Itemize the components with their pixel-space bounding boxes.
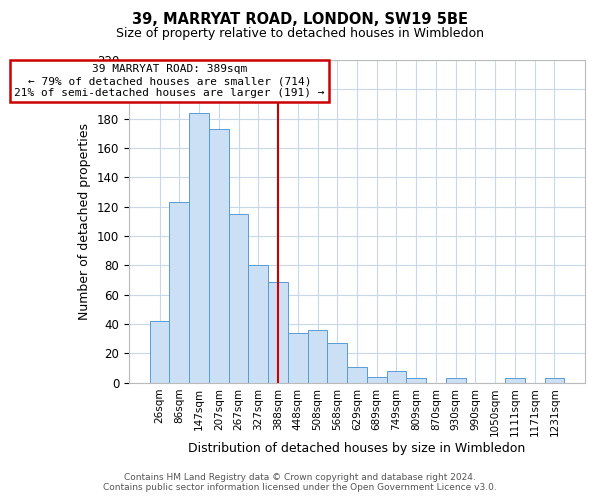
Bar bbox=[406, 378, 426, 383]
Bar bbox=[308, 330, 328, 383]
Bar bbox=[347, 366, 367, 383]
X-axis label: Distribution of detached houses by size in Wimbledon: Distribution of detached houses by size … bbox=[188, 442, 526, 455]
Bar bbox=[288, 333, 308, 383]
Text: Size of property relative to detached houses in Wimbledon: Size of property relative to detached ho… bbox=[116, 28, 484, 40]
Bar bbox=[545, 378, 564, 383]
Bar bbox=[367, 377, 386, 383]
Bar bbox=[268, 282, 288, 383]
Bar bbox=[386, 371, 406, 383]
Text: 39 MARRYAT ROAD: 389sqm
← 79% of detached houses are smaller (714)
21% of semi-d: 39 MARRYAT ROAD: 389sqm ← 79% of detache… bbox=[14, 64, 325, 98]
Y-axis label: Number of detached properties: Number of detached properties bbox=[79, 123, 91, 320]
Bar bbox=[446, 378, 466, 383]
Bar bbox=[328, 343, 347, 383]
Bar bbox=[169, 202, 189, 383]
Bar bbox=[229, 214, 248, 383]
Bar bbox=[209, 129, 229, 383]
Bar bbox=[248, 266, 268, 383]
Bar bbox=[505, 378, 525, 383]
Bar bbox=[189, 113, 209, 383]
Text: 39, MARRYAT ROAD, LONDON, SW19 5BE: 39, MARRYAT ROAD, LONDON, SW19 5BE bbox=[132, 12, 468, 28]
Text: Contains HM Land Registry data © Crown copyright and database right 2024.
Contai: Contains HM Land Registry data © Crown c… bbox=[103, 473, 497, 492]
Bar bbox=[150, 321, 169, 383]
